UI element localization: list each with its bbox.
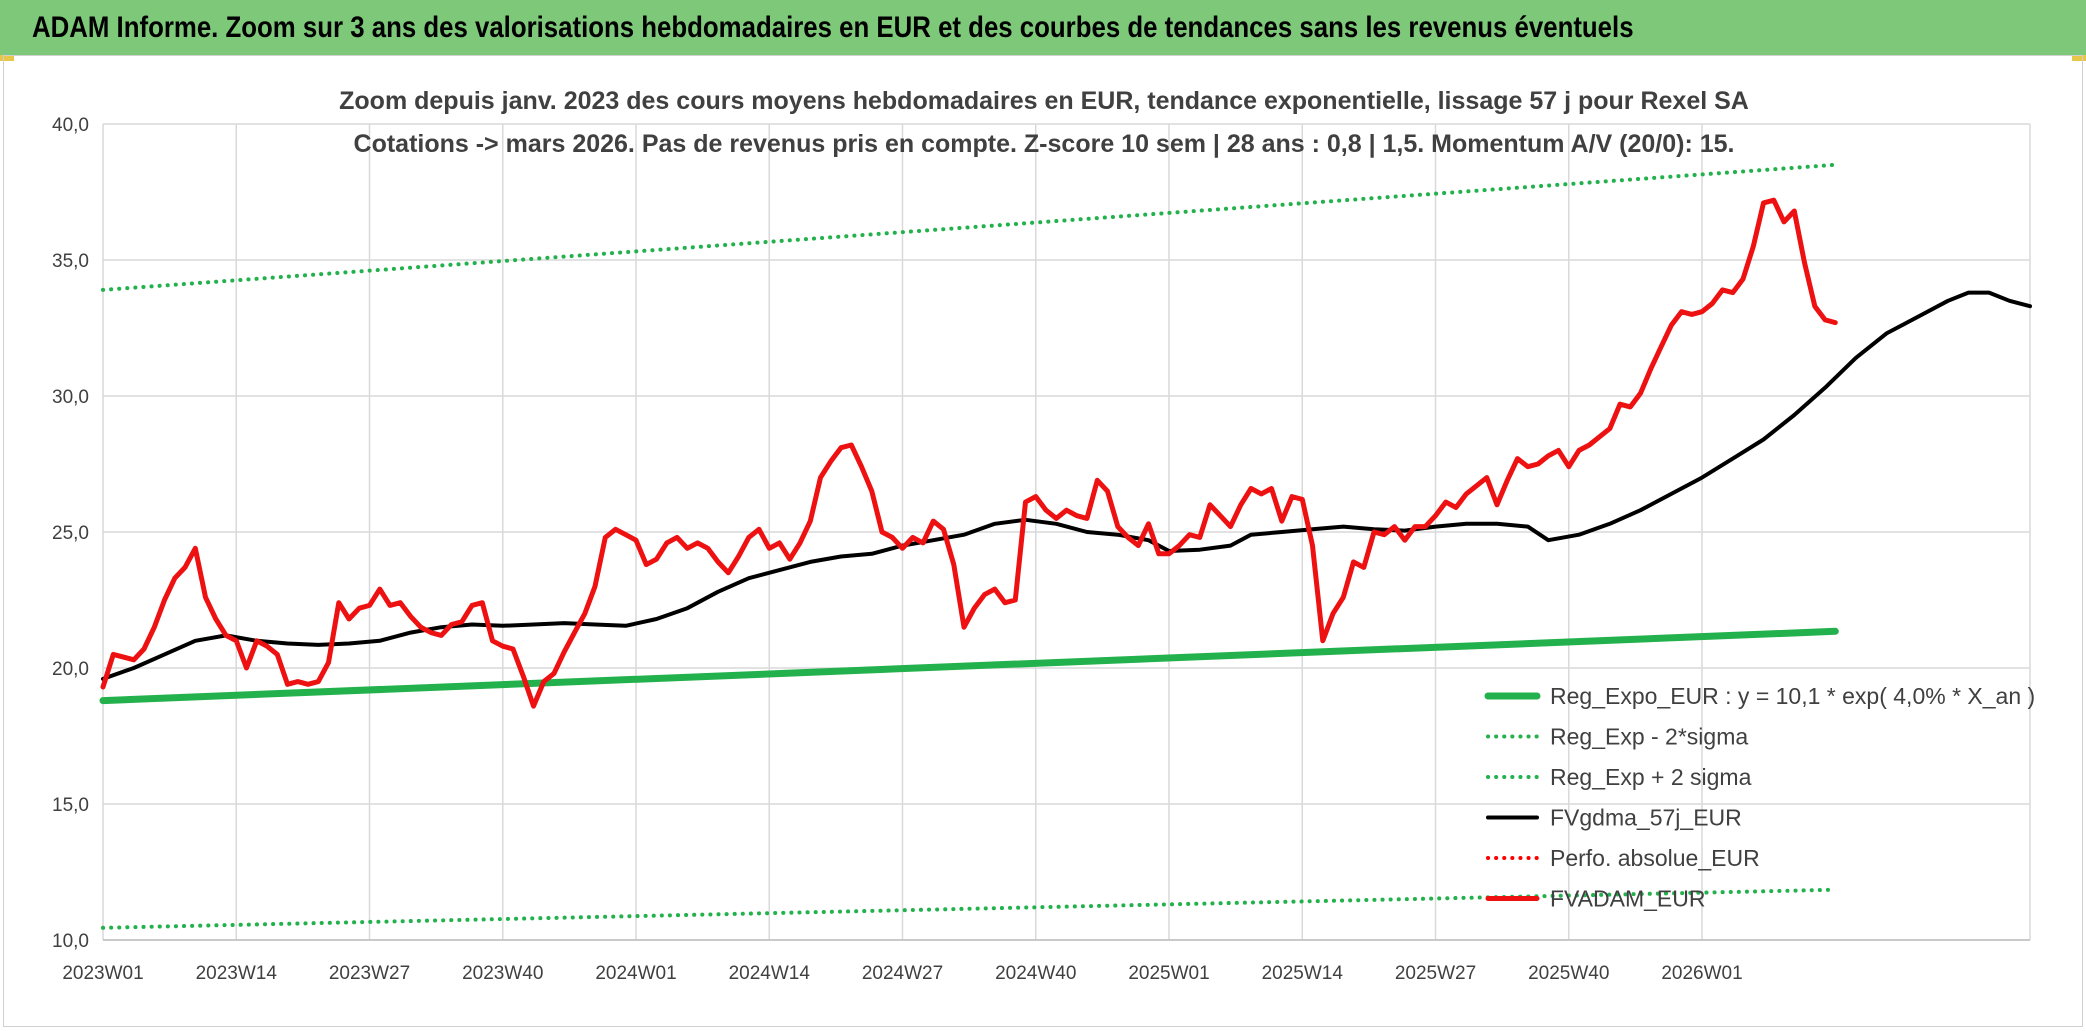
y-tick-label: 25,0 — [52, 523, 89, 544]
x-axis-ticks: 2023W01 2023W14 2023W27 2023W40 2024W01 2024W… — [62, 963, 1742, 984]
legend-label: Reg_Exp + 2 sigma — [1550, 764, 1752, 790]
y-tick-label: 15,0 — [52, 795, 89, 816]
series-line-fvadam-eur — [100, 197, 1838, 709]
corner-marker — [0, 55, 14, 61]
series-line-fvgdma-57j-eur — [101, 290, 2032, 681]
x-tick-label: 2024W01 — [595, 963, 676, 984]
series-line-reg-exp-2-sigma — [101, 162, 1838, 292]
legend-label: Perfo. absolue_EUR — [1550, 845, 1760, 871]
x-tick-label: 2025W01 — [1128, 963, 1209, 984]
y-tick-label: 35,0 — [52, 251, 89, 272]
y-tick-label: 10,0 — [52, 931, 89, 952]
chart-legend: Reg_Expo_EUR : y = 10,1 * exp( 4,0% * X_… — [1484, 683, 2035, 912]
x-tick-label: 2026W01 — [1661, 963, 1742, 984]
x-tick-label: 2025W14 — [1262, 963, 1344, 984]
legend-label: FVADAM_EUR — [1550, 886, 1706, 912]
y-axis-ticks: 10,0 15,0 20,0 25,0 30,0 35,0 40,0 — [52, 115, 89, 952]
x-tick-label: 2024W14 — [729, 963, 811, 984]
x-tick-label: 2023W40 — [462, 963, 543, 984]
report-title: ADAM Informe. Zoom sur 3 ans des valoris… — [32, 10, 1634, 44]
y-tick-label: 20,0 — [52, 659, 89, 680]
x-tick-label: 2025W40 — [1528, 963, 1609, 984]
series-line-reg-expo-eur-y-10-1-exp-4-0-x-an — [99, 627, 1839, 705]
chart-subtitle: Cotations -> mars 2026. Pas de revenus p… — [354, 130, 1735, 158]
chart-series — [99, 162, 2032, 930]
chart-frame — [3, 55, 2083, 1027]
legend-label: Reg_Exp - 2*sigma — [1550, 724, 1748, 750]
x-tick-label: 2023W27 — [329, 963, 410, 984]
chart-grid — [102, 123, 2031, 941]
y-tick-label: 40,0 — [52, 115, 89, 136]
report-banner: ADAM Informe. Zoom sur 3 ans des valoris… — [0, 0, 2086, 55]
chart-title: Zoom depuis janv. 2023 des cours moyens … — [339, 87, 1749, 115]
legend-label: FVgdma_57j_EUR — [1550, 805, 1742, 831]
x-tick-label: 2023W14 — [196, 963, 278, 984]
x-tick-label: 2024W27 — [862, 963, 943, 984]
series-line-reg-exp-2-sigma — [101, 887, 1838, 930]
legend-label: Reg_Expo_EUR : y = 10,1 * exp( 4,0% * X_… — [1550, 683, 2035, 709]
x-tick-label: 2023W01 — [62, 963, 143, 984]
x-tick-label: 2025W27 — [1395, 963, 1476, 984]
x-tick-label: 2024W40 — [995, 963, 1076, 984]
y-tick-label: 30,0 — [52, 387, 89, 408]
corner-marker — [2072, 55, 2086, 61]
